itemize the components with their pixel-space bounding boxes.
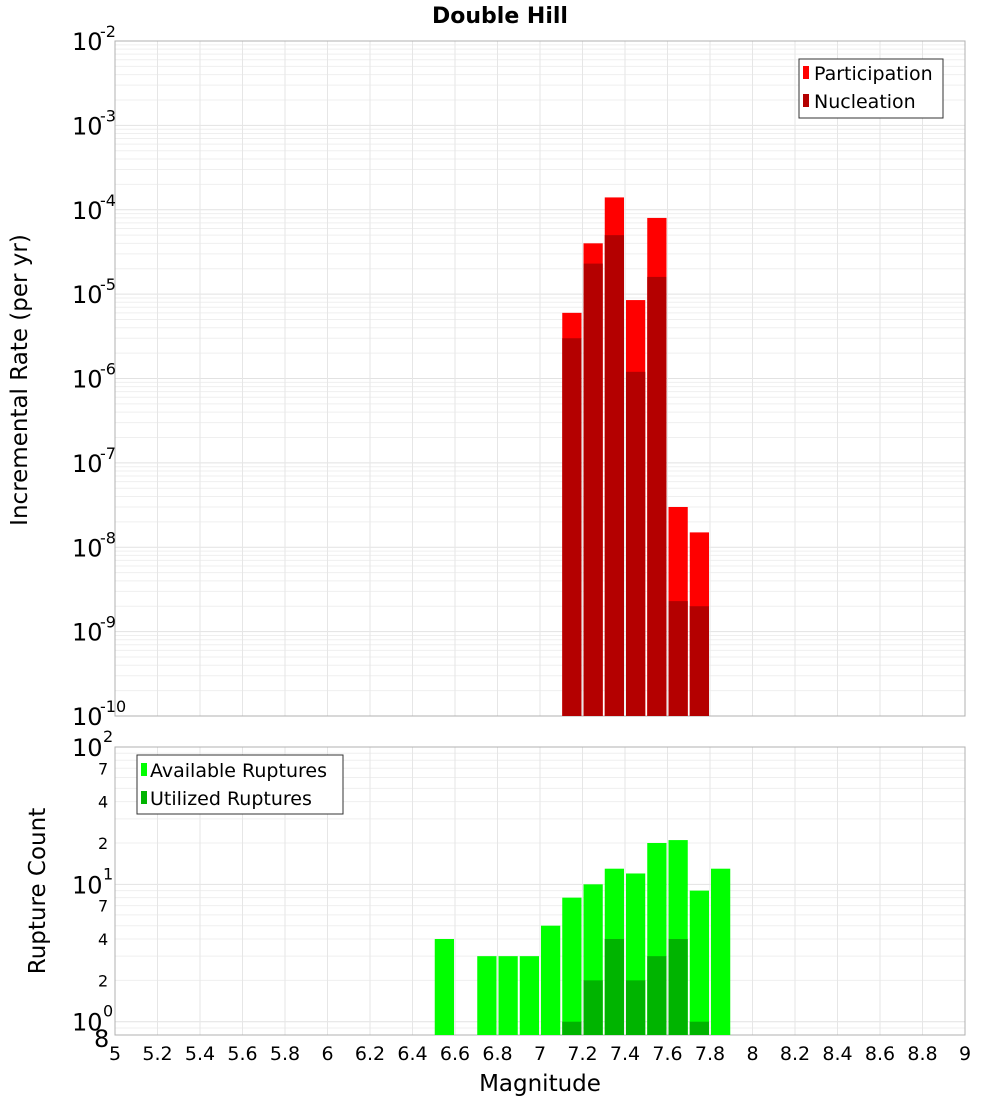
bar-secondary	[689, 1021, 709, 1035]
x-tick-label: 7.4	[610, 1043, 640, 1065]
y-tick-label: 10	[72, 450, 103, 478]
y-tick-exponent: -7	[100, 444, 116, 463]
legend-box	[798, 58, 944, 119]
y-tick-exponent: 2	[103, 727, 113, 746]
bottom-y-axis-title: Rupture Count	[25, 808, 51, 974]
bar-primary	[711, 868, 731, 1035]
x-tick-label: 8.6	[865, 1043, 895, 1065]
y-tick-exponent: -2	[100, 22, 116, 41]
x-tick-label: 6	[321, 1043, 333, 1065]
y-tick-label: 10	[72, 112, 103, 140]
y-tick-label: 10	[72, 197, 103, 225]
y-tick-exponent: -10	[100, 697, 126, 716]
y-tick-label: 10	[72, 281, 103, 309]
bar-primary	[498, 956, 518, 1035]
y-tick-label: 10	[72, 619, 103, 647]
x-tick-label: 8.2	[780, 1043, 810, 1065]
x-axis-title: Magnitude	[479, 1071, 601, 1097]
x-tick-label: 8	[746, 1043, 758, 1065]
bar-secondary	[562, 1021, 582, 1035]
legend-label: Utilized Ruptures	[150, 788, 312, 810]
bar-secondary	[604, 235, 624, 716]
x-tick-label: 9	[959, 1043, 971, 1065]
y-tick-label: 10	[72, 366, 103, 394]
bar-primary	[477, 956, 497, 1035]
top-y-axis-title: Incremental Rate (per yr)	[7, 234, 33, 526]
y-tick-label: 10	[72, 703, 103, 731]
x-tick-label: 6.4	[397, 1043, 427, 1065]
bar-secondary	[562, 338, 582, 716]
x-tick-label: 7.6	[652, 1043, 682, 1065]
legend-swatch	[141, 791, 147, 804]
bar-primary	[541, 925, 561, 1035]
x-tick-label: 7.2	[567, 1043, 597, 1065]
y-minor-tick-label: 4	[98, 793, 108, 812]
bar-secondary	[647, 956, 667, 1035]
y-minor-tick-label: 8	[94, 1025, 109, 1053]
legend-box	[136, 754, 344, 815]
legend-swatch	[803, 94, 809, 107]
chart-title: Double Hill	[432, 4, 568, 29]
y-tick-exponent: -4	[100, 191, 116, 210]
y-minor-tick-label: 7	[98, 897, 108, 916]
bar-secondary	[583, 980, 603, 1035]
x-tick-label: 6.8	[482, 1043, 512, 1065]
y-minor-tick-label: 4	[98, 930, 108, 949]
x-tick-label: 8.8	[907, 1043, 937, 1065]
bar-primary	[519, 956, 539, 1035]
legend-swatch	[141, 763, 147, 776]
x-tick-label: 6.6	[440, 1043, 470, 1065]
plot-area	[114, 40, 966, 717]
x-tick-label: 7	[534, 1043, 546, 1065]
y-tick-label: 10	[72, 1009, 103, 1037]
y-minor-tick-label: 7	[98, 759, 108, 778]
rate-panel: 10-1010-910-810-710-610-510-410-310-2Par…	[72, 22, 966, 731]
x-tick-label: 7.8	[695, 1043, 725, 1065]
y-tick-label: 10	[72, 534, 103, 562]
legend: Available Ruptures Utilized Ruptures	[136, 754, 344, 815]
y-minor-tick-label: 2	[98, 834, 108, 853]
bar-secondary	[689, 606, 709, 716]
bar-secondary	[604, 939, 624, 1035]
y-tick-exponent: 1	[103, 864, 113, 883]
legend-label: Available Ruptures	[150, 760, 327, 782]
y-tick-exponent: -8	[100, 528, 116, 547]
bar-primary	[562, 897, 582, 1035]
x-tick-label: 6.2	[355, 1043, 385, 1065]
y-tick-exponent: 0	[103, 1002, 113, 1021]
y-tick-label: 10	[72, 734, 103, 762]
x-tick-label: 5.2	[142, 1043, 172, 1065]
bar-secondary	[647, 276, 667, 716]
x-tick-label: 5.6	[227, 1043, 257, 1065]
bar-secondary	[668, 601, 688, 716]
y-tick-label: 10	[72, 28, 103, 56]
legend-label: Participation	[814, 63, 933, 85]
bar-primary	[689, 890, 709, 1035]
y-minor-tick-label: 2	[98, 971, 108, 990]
legend-label: Nucleation	[814, 91, 916, 113]
y-tick-exponent: -9	[100, 613, 116, 632]
legend: Participation Nucleation	[798, 58, 944, 119]
x-tick-label: 5.4	[185, 1043, 215, 1065]
x-tick-label: 5	[109, 1043, 121, 1065]
y-tick-exponent: -3	[100, 106, 116, 125]
x-tick-label: 8.4	[822, 1043, 852, 1065]
bar-secondary	[583, 263, 603, 716]
bar-secondary	[626, 371, 646, 716]
legend-swatch	[803, 66, 809, 79]
bar-secondary	[626, 980, 646, 1035]
y-tick-exponent: -5	[100, 275, 116, 294]
plot-area	[114, 746, 966, 1036]
bar-primary	[434, 939, 454, 1035]
y-tick-label: 10	[72, 871, 103, 899]
y-tick-exponent: -6	[100, 360, 116, 379]
bar-secondary	[668, 939, 688, 1035]
x-tick-label: 5.8	[270, 1043, 300, 1065]
